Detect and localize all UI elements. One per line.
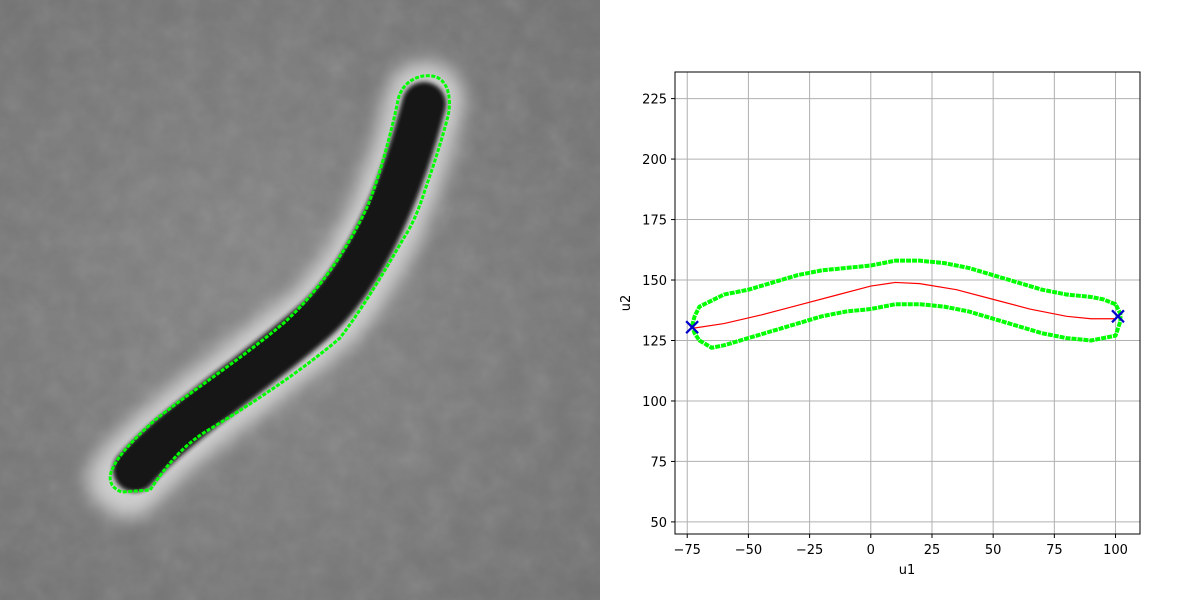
y-tick-label: 100	[642, 395, 667, 410]
cell-outline	[108, 74, 451, 494]
x-tick-label: −75	[674, 543, 701, 558]
x-tick-label: −25	[796, 543, 823, 558]
y-tick-label: 150	[642, 274, 667, 289]
micrograph-panel	[0, 0, 600, 600]
axes: −75 −50 −25 0 25 50 75 100 50 75 100 125 150 175 200 22…	[642, 93, 1128, 558]
outline-series	[690, 258, 1123, 350]
chart-panel: −75 −50 −25 0 25 50 75 100 50 75 100 125 150 175 200 22…	[619, 71, 1141, 578]
cell-body	[113, 82, 446, 492]
y-tick-label: 125	[642, 334, 667, 349]
plot-frame	[674, 71, 1141, 535]
x-tick-label: 0	[867, 543, 875, 558]
x-tick-label: 75	[1046, 543, 1063, 558]
series-layer	[685, 258, 1125, 350]
x-axis-label: u1	[899, 563, 916, 578]
grid	[675, 72, 1140, 534]
y-tick-label: 200	[642, 153, 667, 168]
endpoint-marker	[1111, 309, 1125, 324]
x-tick-label: −50	[735, 543, 762, 558]
y-tick-label: 175	[642, 214, 667, 229]
endpoint-marker	[685, 320, 699, 334]
x-tick-label: 25	[924, 543, 941, 558]
x-tick-label: 100	[1103, 543, 1128, 558]
y-tick-label: 75	[650, 455, 667, 470]
y-axis-label: u2	[619, 295, 634, 312]
y-tick-label: 225	[642, 93, 667, 108]
x-tick-label: 50	[985, 543, 1002, 558]
y-tick-label: 50	[650, 516, 667, 531]
midline-series	[692, 281, 1119, 329]
